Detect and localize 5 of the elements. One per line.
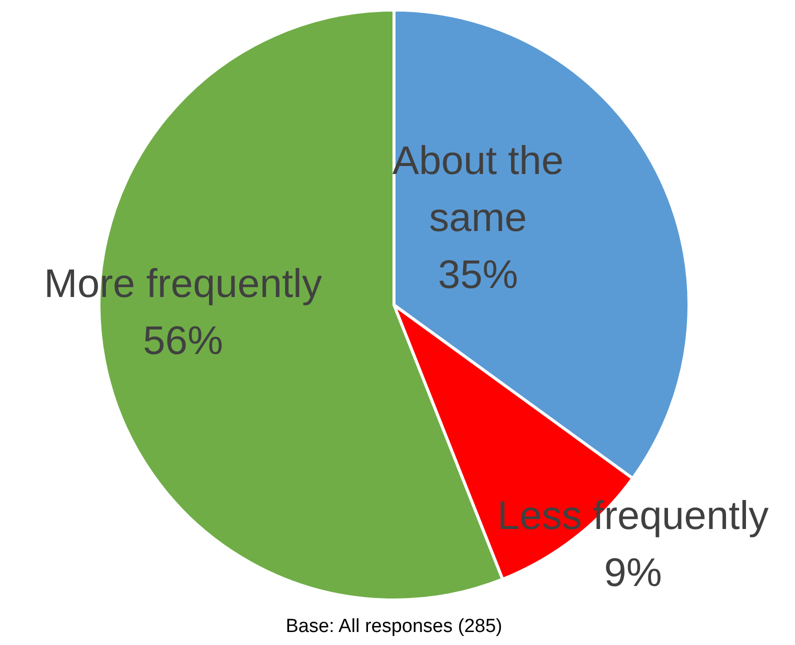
text: Base: All responses (285)	[286, 616, 502, 637]
data-label: 56%	[142, 319, 224, 363]
data-label: 9%	[604, 551, 662, 595]
slice-label: Less frequently	[497, 494, 769, 538]
data-label: 35%	[438, 253, 518, 297]
